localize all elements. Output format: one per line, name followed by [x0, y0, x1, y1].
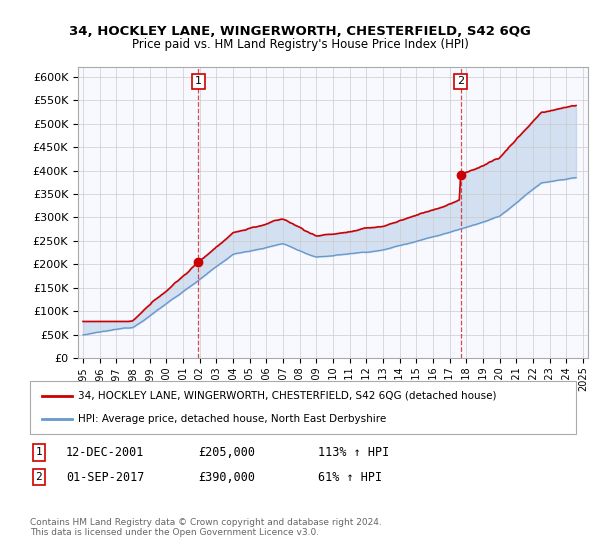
Text: 1: 1 — [35, 447, 43, 458]
Text: £390,000: £390,000 — [198, 470, 255, 484]
Text: 12-DEC-2001: 12-DEC-2001 — [66, 446, 145, 459]
Text: Contains HM Land Registry data © Crown copyright and database right 2024.
This d: Contains HM Land Registry data © Crown c… — [30, 518, 382, 538]
Text: 34, HOCKLEY LANE, WINGERWORTH, CHESTERFIELD, S42 6QG (detached house): 34, HOCKLEY LANE, WINGERWORTH, CHESTERFI… — [78, 391, 497, 401]
Text: 01-SEP-2017: 01-SEP-2017 — [66, 470, 145, 484]
Text: HPI: Average price, detached house, North East Derbyshire: HPI: Average price, detached house, Nort… — [78, 414, 386, 424]
Text: 2: 2 — [35, 472, 43, 482]
Text: £205,000: £205,000 — [198, 446, 255, 459]
Text: 1: 1 — [195, 76, 202, 86]
Text: 61% ↑ HPI: 61% ↑ HPI — [318, 470, 382, 484]
Text: 34, HOCKLEY LANE, WINGERWORTH, CHESTERFIELD, S42 6QG: 34, HOCKLEY LANE, WINGERWORTH, CHESTERFI… — [69, 25, 531, 38]
Text: 2: 2 — [457, 76, 464, 86]
Text: 113% ↑ HPI: 113% ↑ HPI — [318, 446, 389, 459]
Text: Price paid vs. HM Land Registry's House Price Index (HPI): Price paid vs. HM Land Registry's House … — [131, 38, 469, 50]
